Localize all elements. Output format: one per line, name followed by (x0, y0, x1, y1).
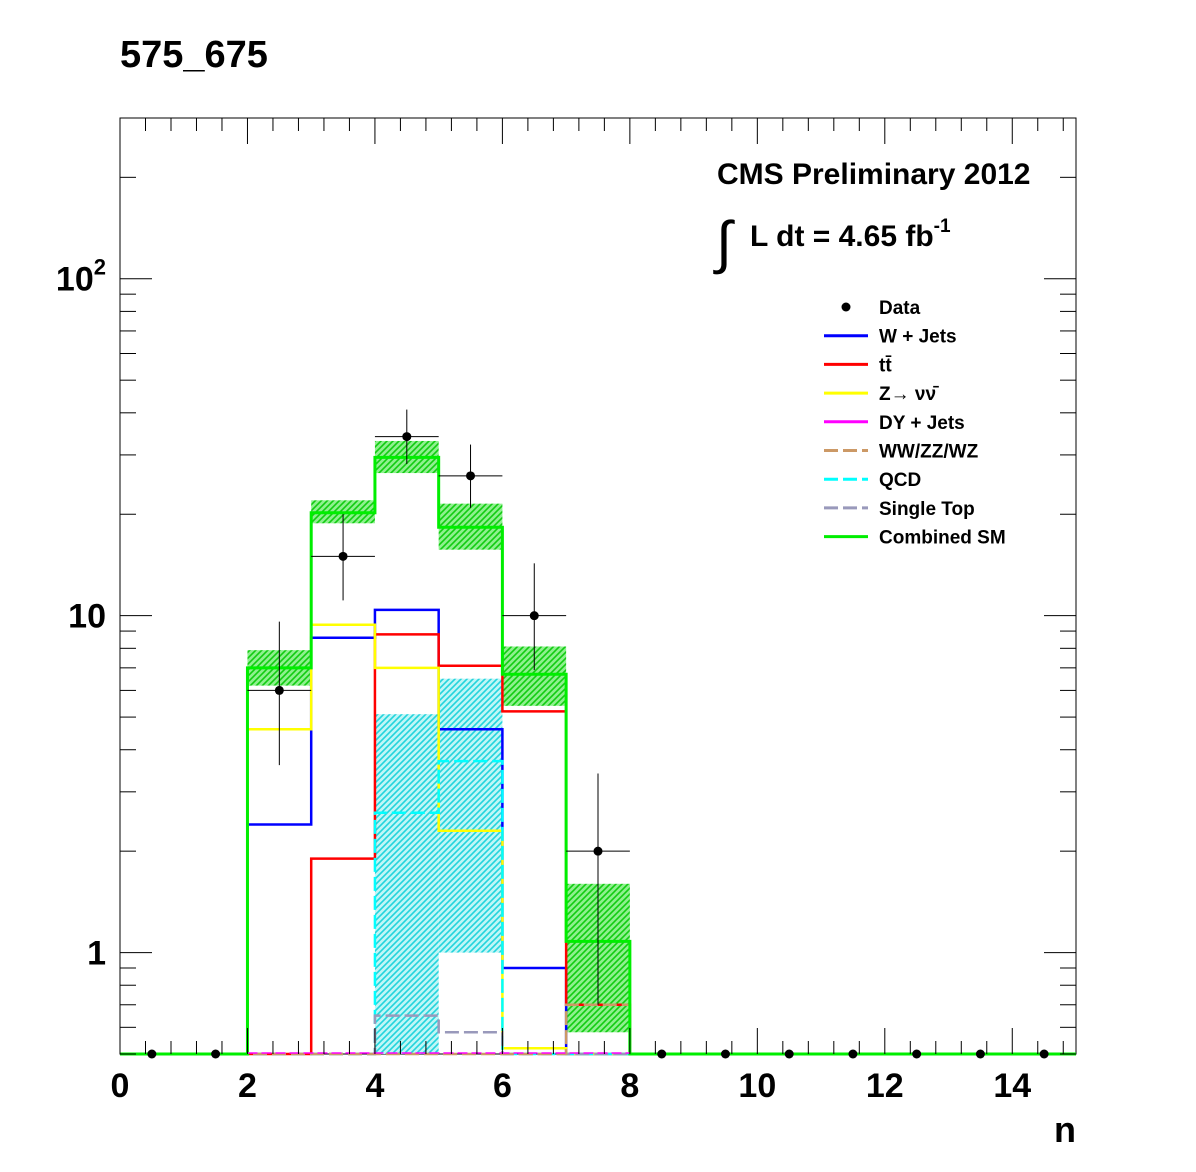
data-marker (720, 1049, 730, 1059)
data-point (247, 621, 312, 766)
data-point (657, 1049, 667, 1059)
luminosity-label: L dt = 4.65 fb-1 (750, 216, 951, 253)
data-point (1039, 1049, 1049, 1059)
legend-entry-tt: tt̄ (824, 355, 892, 376)
data-marker (1039, 1049, 1049, 1059)
legend-marker (841, 302, 851, 312)
luminosity-exponent: -1 (934, 216, 951, 237)
x-tick-label: 8 (620, 1067, 639, 1105)
legend-entry-wjets: W + Jets (824, 327, 957, 348)
data-marker (338, 551, 348, 561)
x-tick-label: 2 (238, 1067, 257, 1105)
x-tick-label: 12 (866, 1067, 904, 1105)
data-marker (529, 611, 539, 621)
data-point (848, 1049, 858, 1059)
x-tick-label: 6 (493, 1067, 512, 1105)
legend-label: WW/ZZ/WZ (879, 442, 979, 463)
data-points (147, 409, 1049, 1059)
data-point (784, 1049, 794, 1059)
combined-histogram (120, 455, 1076, 1056)
data-marker (975, 1049, 985, 1059)
legend-entry-dy: DY + Jets (824, 413, 965, 434)
legend-entry-diboson: WW/ZZ/WZ (824, 442, 979, 463)
data-point (374, 409, 439, 464)
legend: Data W + Jets tt̄ Z→ νν̄ DY + Jets WW/ZZ/WZ QC… (824, 298, 1006, 549)
integral-symbol: ∫ (713, 210, 735, 275)
data-point (211, 1049, 221, 1059)
y-tick-label: 102 (56, 255, 106, 299)
x-tick-label: 4 (365, 1067, 384, 1105)
y-tick-label: 1 (87, 935, 106, 973)
x-tick-label: 10 (738, 1067, 776, 1105)
data-point (502, 563, 567, 670)
data-marker (274, 685, 284, 695)
x-tick-label: 0 (111, 1067, 130, 1105)
qcd-band (374, 714, 439, 1054)
data-marker (848, 1049, 858, 1059)
cms-annotation: CMS Preliminary 2012 ∫ L dt = 4.65 fb-1 (713, 158, 1031, 275)
x-tick-label: 14 (993, 1067, 1031, 1105)
qcd-band (438, 678, 503, 953)
y-tick-exponent: 2 (94, 255, 106, 280)
data-point (438, 444, 503, 508)
legend-label: W + Jets (879, 327, 957, 348)
data-marker (147, 1049, 157, 1059)
data-marker (593, 846, 603, 856)
data-point (720, 1049, 730, 1059)
legend-label: Combined SM (879, 528, 1006, 549)
legend-entry-znunu: Z→ νν̄ (824, 384, 939, 405)
page-title: 575_675 (120, 34, 268, 76)
data-point (912, 1049, 922, 1059)
legend-label: DY + Jets (879, 413, 965, 434)
legend-entry-singletop: Single Top (824, 499, 975, 520)
data-marker (784, 1049, 794, 1059)
legend-label: QCD (879, 470, 921, 491)
legend-entry-qcd: QCD (824, 470, 921, 491)
data-marker (912, 1049, 922, 1059)
y-tick-label: 10 (68, 598, 106, 636)
legend-entry-data: Data (841, 298, 921, 319)
data-marker (402, 432, 412, 442)
legend-label: Single Top (879, 499, 975, 520)
data-marker (211, 1049, 221, 1059)
data-point (975, 1049, 985, 1059)
y-tick-base: 10 (56, 261, 94, 299)
legend-label: Z→ νν̄ (879, 384, 939, 405)
data-marker (657, 1049, 667, 1059)
cms-label: CMS Preliminary 2012 (717, 158, 1031, 191)
data-point (566, 773, 630, 1005)
legend-label: tt̄ (879, 355, 892, 376)
diboson-histogram (120, 1003, 1076, 1056)
legend-entry-combined: Combined SM (824, 528, 1006, 549)
data-point (311, 514, 375, 601)
data-marker (466, 471, 476, 481)
x-axis-label: n (1054, 1109, 1076, 1150)
data-point (147, 1049, 157, 1059)
legend-label: Data (879, 298, 921, 319)
